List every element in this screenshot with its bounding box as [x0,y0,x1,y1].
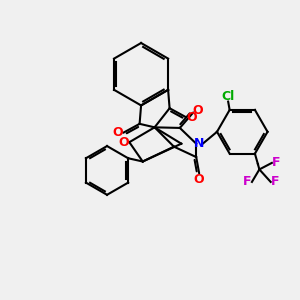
Text: O: O [119,136,129,149]
Text: F: F [272,156,281,170]
Text: O: O [194,173,205,186]
Text: Cl: Cl [221,90,235,103]
Text: F: F [243,176,252,188]
Text: F: F [271,176,279,188]
Text: O: O [192,104,203,118]
Text: O: O [112,126,123,139]
Text: O: O [186,111,196,124]
Text: N: N [194,137,204,150]
